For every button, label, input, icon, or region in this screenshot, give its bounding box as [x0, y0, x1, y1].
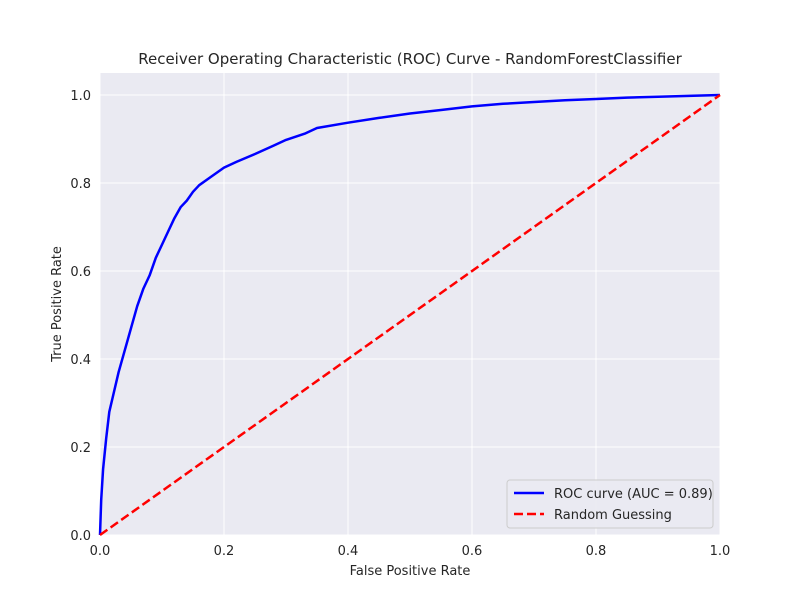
x-axis-label: False Positive Rate [350, 564, 471, 579]
x-tick-label-1: 0.2 [214, 544, 235, 559]
plot-background [100, 73, 720, 535]
legend-label-random: Random Guessing [554, 508, 672, 523]
x-tick-label-4: 0.8 [586, 544, 607, 559]
y-tick-label-2: 0.4 [70, 353, 91, 368]
x-tick-label-5: 1.0 [710, 544, 731, 559]
series-layer [98, 93, 721, 537]
random-guessing-line [99, 93, 721, 537]
legend: ROC curve (AUC = 0.89) Random Guessing [506, 479, 714, 529]
chart-title: Receiver Operating Characteristic (ROC) … [138, 50, 682, 68]
y-tick-label-3: 0.6 [70, 265, 91, 280]
x-tick-labels: 0.0 0.2 0.4 0.6 0.8 1.0 [90, 544, 731, 559]
legend-label-roc: ROC curve (AUC = 0.89) [554, 487, 713, 502]
y-axis-label: True Positive Rate [50, 246, 65, 363]
y-tick-label-1: 0.2 [70, 441, 91, 456]
x-tick-label-2: 0.4 [338, 544, 359, 559]
y-tick-labels: 0.0 0.2 0.4 0.6 0.8 1.0 [70, 89, 91, 544]
y-tick-label-0: 0.0 [70, 529, 91, 544]
x-tick-label-3: 0.6 [462, 544, 483, 559]
legend-box [506, 479, 714, 529]
roc-curve-line [98, 93, 721, 536]
y-tick-label-5: 1.0 [70, 89, 91, 104]
y-tick-label-4: 0.8 [70, 177, 91, 192]
x-tick-label-0: 0.0 [90, 544, 111, 559]
